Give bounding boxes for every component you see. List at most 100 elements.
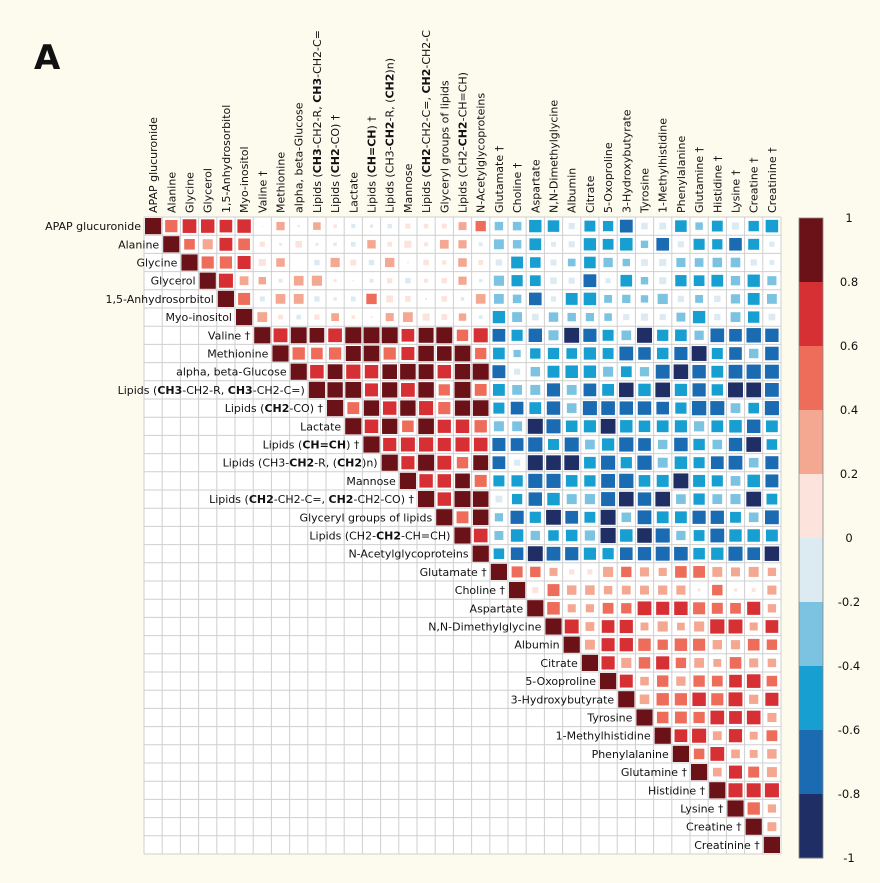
correlation-cell xyxy=(472,363,489,380)
correlation-cell xyxy=(767,585,777,595)
correlation-cell xyxy=(495,259,503,266)
correlation-cell xyxy=(510,401,524,415)
correlation-cell xyxy=(731,567,740,577)
correlation-cell xyxy=(290,327,307,344)
correlation-cell xyxy=(400,363,416,380)
correlation-cell xyxy=(602,238,614,250)
correlation-cell xyxy=(675,220,687,232)
correlation-cell xyxy=(638,420,651,433)
correlation-cell xyxy=(728,619,743,634)
correlation-cell xyxy=(512,421,523,432)
correlation-cell xyxy=(292,347,305,360)
correlation-cell xyxy=(710,747,725,761)
correlation-cell xyxy=(710,710,725,725)
correlation-cell xyxy=(751,588,756,593)
correlation-cell xyxy=(456,457,469,469)
correlation-cell xyxy=(658,567,667,576)
correlation-cell xyxy=(730,312,741,323)
correlation-cell xyxy=(746,419,761,434)
correlation-cell xyxy=(569,569,575,575)
correlation-cell xyxy=(620,274,633,287)
correlation-cell xyxy=(659,314,666,321)
correlation-cell xyxy=(261,225,263,227)
correlation-cell xyxy=(279,242,282,246)
correlation-cell xyxy=(368,259,375,266)
correlation-cell xyxy=(620,366,632,378)
correlation-cell xyxy=(674,601,688,616)
correlation-cell xyxy=(676,312,686,322)
correlation-cell xyxy=(584,494,595,505)
correlation-cell xyxy=(600,509,616,525)
correlation-cell xyxy=(529,511,541,523)
correlation-cell xyxy=(333,297,337,301)
correlation-cell xyxy=(692,692,706,707)
correlation-cell xyxy=(383,437,397,452)
correlation-cell xyxy=(182,219,197,233)
correlation-cell xyxy=(548,530,559,541)
correlation-cell xyxy=(315,242,319,246)
correlation-cell xyxy=(527,600,544,617)
correlation-cell xyxy=(767,658,777,668)
correlation-cell xyxy=(454,364,471,380)
correlation-cell xyxy=(565,475,578,487)
correlation-cell xyxy=(564,437,579,452)
correlation-cell xyxy=(637,492,652,506)
correlation-cell xyxy=(530,566,541,578)
correlation-cell xyxy=(674,511,687,524)
correlation-cell xyxy=(691,400,707,416)
correlation-cell xyxy=(748,766,760,778)
colorbar-bin xyxy=(799,474,823,539)
row-label-lipids-ch3-ch2-r-ch3-ch2-c: Lipids (CH3-CH2-R, CH3-CH2-C=) xyxy=(118,384,305,397)
correlation-cell xyxy=(709,782,726,799)
correlation-cell xyxy=(458,258,467,267)
correlation-cell xyxy=(747,292,760,305)
correlation-cell xyxy=(712,494,723,504)
correlation-cell xyxy=(710,619,725,634)
column-label-n-acetylglycoproteins: N-Acetylglycoproteins xyxy=(475,93,488,213)
correlation-cell xyxy=(405,223,411,229)
correlation-cell xyxy=(419,437,434,452)
correlation-cell xyxy=(423,223,429,229)
colorbar-bin xyxy=(799,730,823,795)
correlation-cell xyxy=(639,567,650,577)
column-label-glutamine: Glutamine † xyxy=(693,146,706,213)
correlation-cell xyxy=(659,258,667,267)
correlation-cell xyxy=(547,347,560,360)
correlation-cell xyxy=(400,437,415,452)
correlation-cell xyxy=(674,383,687,396)
column-label-n-n-dimethylglycine: N,N-Dimethylglycine xyxy=(548,100,561,213)
correlation-cell xyxy=(529,219,542,233)
correlation-cell xyxy=(346,364,361,379)
correlation-cell xyxy=(603,257,613,268)
correlation-cell xyxy=(746,382,762,398)
correlation-cell xyxy=(584,256,596,269)
correlation-cell xyxy=(727,800,744,817)
correlation-cell xyxy=(619,491,634,507)
correlation-cell xyxy=(604,313,612,321)
correlation-cell xyxy=(512,312,523,323)
correlation-cell xyxy=(565,420,578,433)
colorbar-bin xyxy=(799,218,823,283)
column-label-glycine: Glycine xyxy=(184,172,197,213)
correlation-cell xyxy=(581,654,598,671)
correlation-cell xyxy=(655,364,670,379)
correlation-cell xyxy=(674,729,688,743)
correlation-cell xyxy=(437,437,451,452)
correlation-cell xyxy=(764,546,780,561)
correlation-cell xyxy=(547,220,560,232)
correlation-cell xyxy=(602,220,614,232)
correlation-cell xyxy=(546,455,561,471)
correlation-cell xyxy=(620,547,633,560)
panel-label: A xyxy=(34,38,61,78)
correlation-cell xyxy=(619,638,633,652)
correlation-cell xyxy=(363,400,380,416)
correlation-cell xyxy=(584,220,596,232)
column-label-3-hydroxybutyrate: 3-Hydroxybutyrate xyxy=(620,109,633,213)
correlation-cell xyxy=(728,546,743,561)
correlation-cell xyxy=(729,657,742,669)
correlation-cell xyxy=(475,294,486,304)
correlation-cell xyxy=(672,745,689,762)
correlation-cell xyxy=(566,403,577,413)
correlation-cell xyxy=(565,547,579,561)
column-label-lipids-ch-ch: Lipids (CH=CH) † xyxy=(366,116,379,213)
